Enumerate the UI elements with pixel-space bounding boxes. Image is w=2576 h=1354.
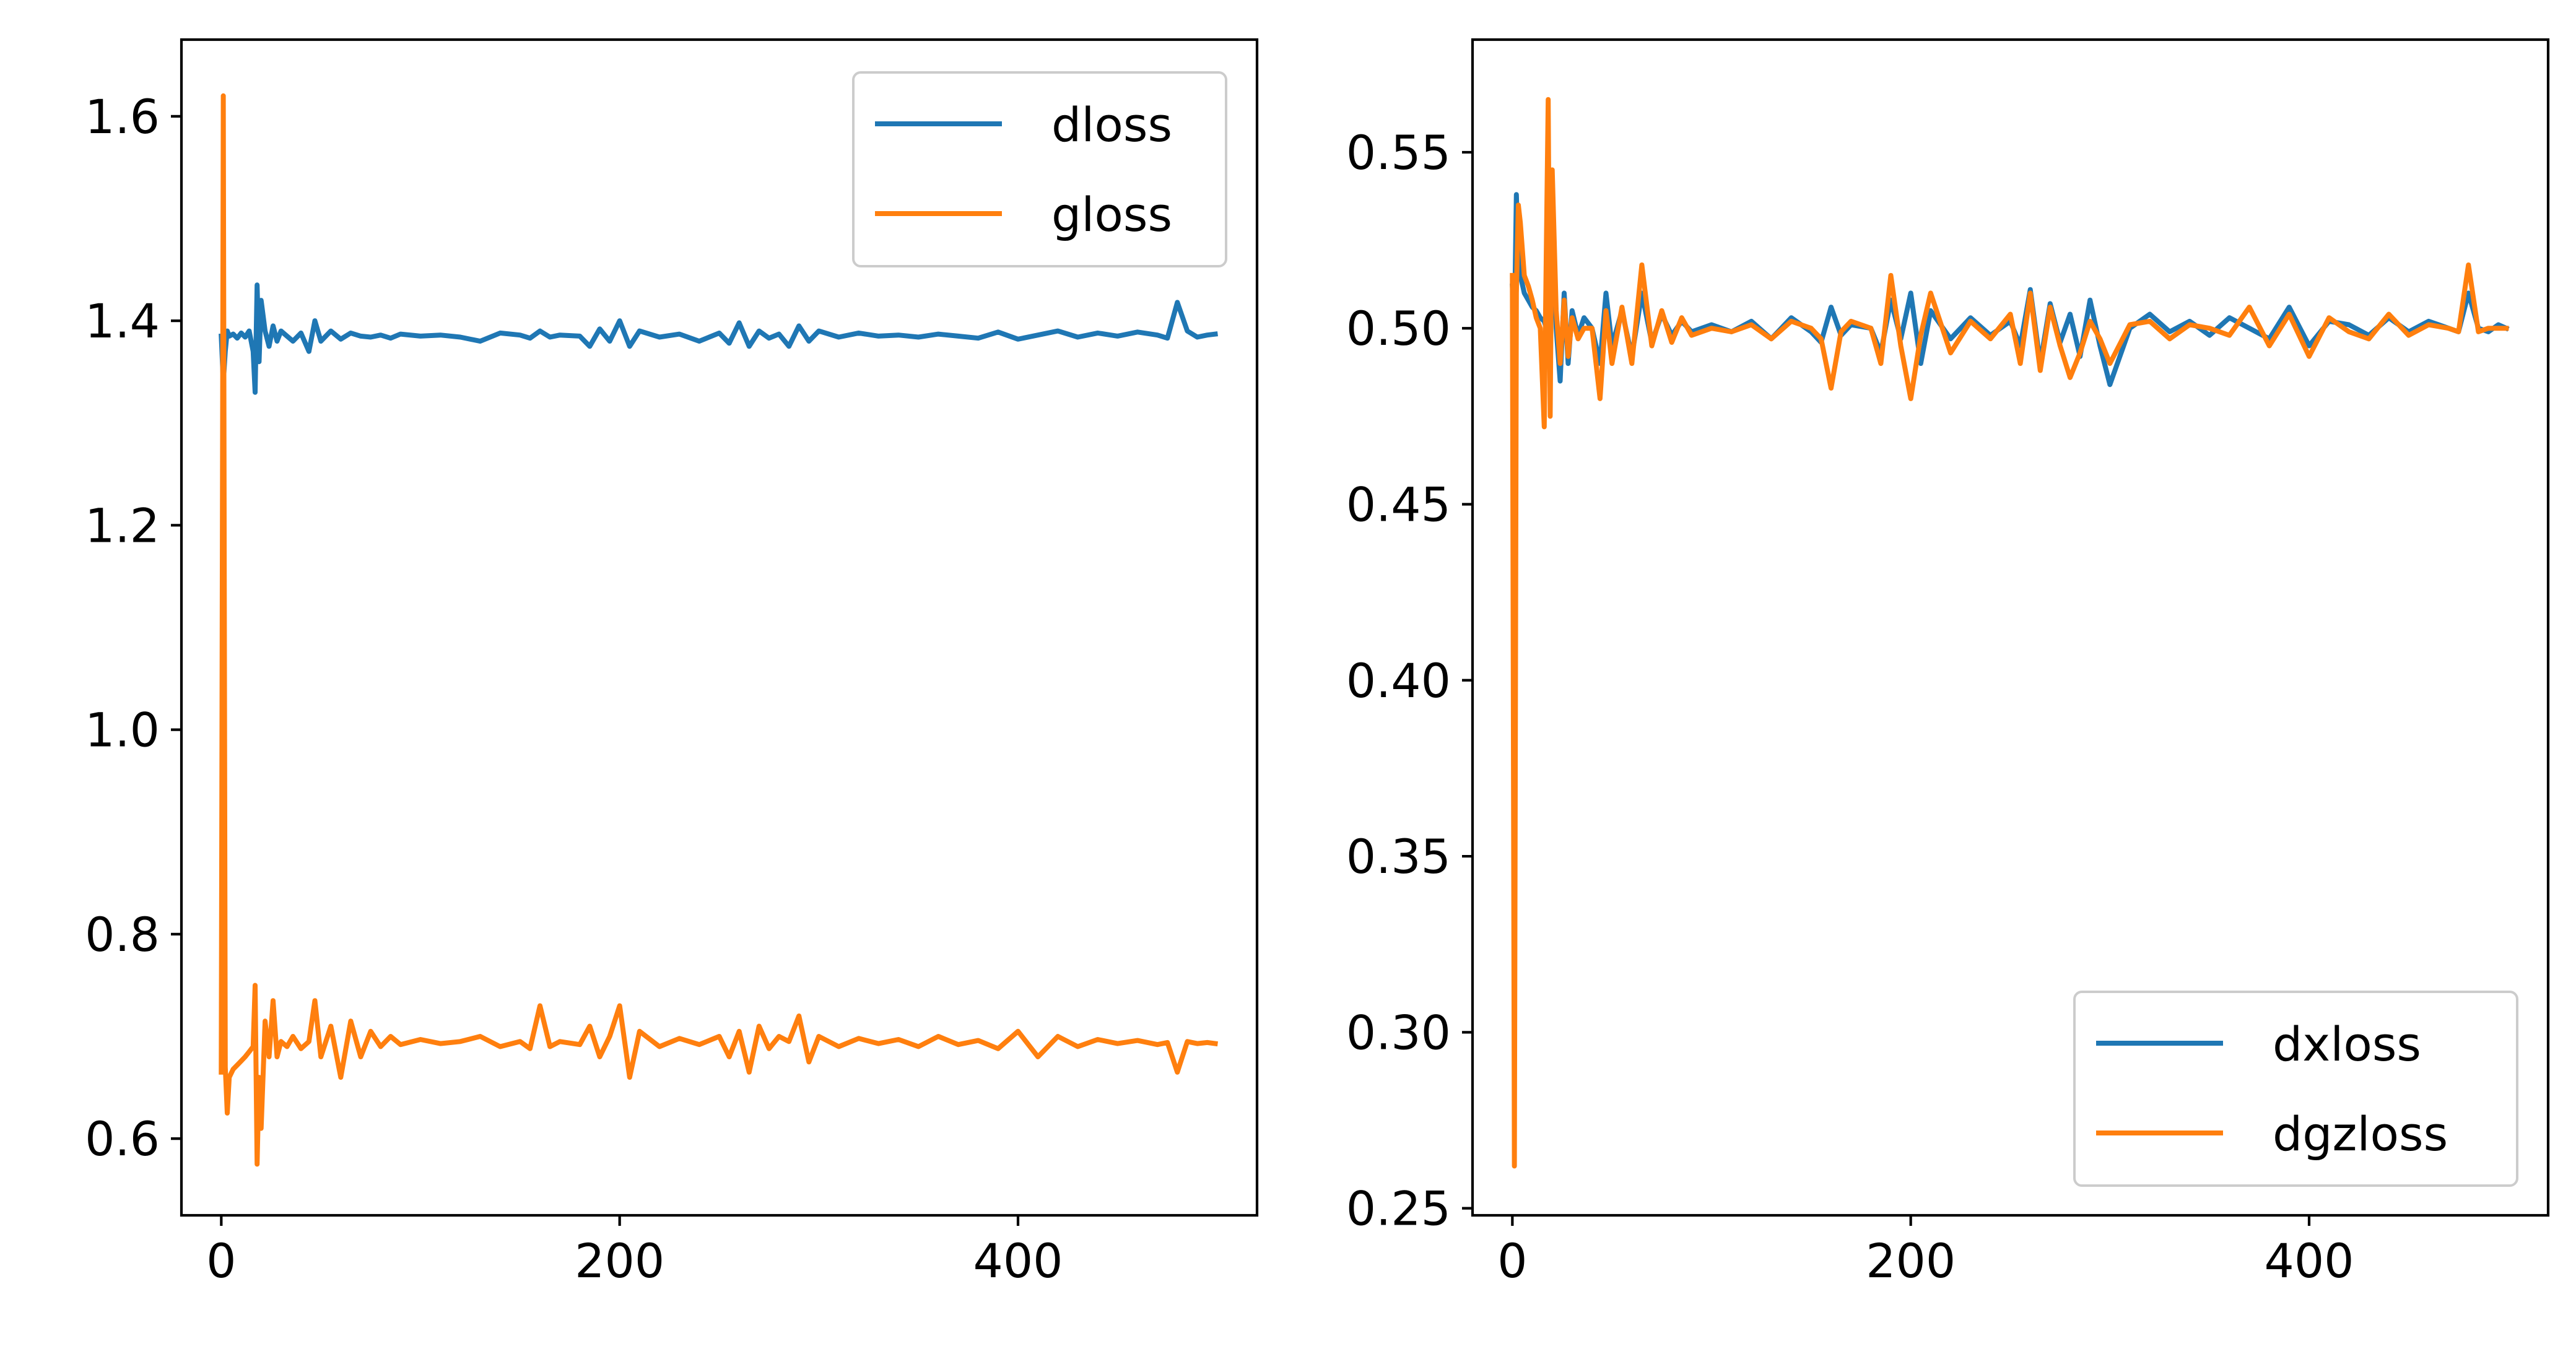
right-chart-dxloss-dgzloss: 0 200 400 0.25 0.30 0.35 0.40 0.45 0.50 0.55 dxlos…: [1346, 38, 2550, 1288]
legend-box: [852, 71, 1227, 267]
legend: dloss gloss: [852, 71, 1227, 267]
series-group: [219, 93, 1218, 1167]
y-tick-label: 1.2: [85, 498, 160, 553]
y-tick-label: 0.35: [1346, 829, 1451, 884]
y-tick-label: 0.8: [85, 907, 160, 962]
y-tick-label: 0.45: [1346, 477, 1451, 532]
x-tick-label: 400: [973, 1233, 1063, 1288]
series-line-gloss: [219, 93, 1218, 1167]
y-tick-label: 0.30: [1346, 1005, 1451, 1060]
legend-box: [2073, 991, 2518, 1187]
y-tick-label: 0.6: [85, 1111, 160, 1166]
y-tick-label: 1.0: [85, 703, 160, 758]
legend-label-dloss: dloss: [1051, 97, 1172, 152]
y-tick-label: 0.50: [1346, 301, 1451, 356]
y-tick-label: 1.4: [85, 293, 160, 349]
y-tick-label: 1.6: [85, 89, 160, 144]
legend-label-dgzloss: dgzloss: [2273, 1106, 2448, 1161]
left-chart-dloss-gloss: 0 200 400 0.6 0.8 1.0 1.2 1.4 1.6 dloss gloss: [85, 38, 1259, 1288]
legend-label-dxloss: dxloss: [2273, 1017, 2421, 1072]
y-tick-label: 0.40: [1346, 653, 1451, 708]
plot-frame: [180, 38, 1259, 1217]
series-line-dloss: [219, 282, 1218, 395]
x-tick-label: 200: [575, 1233, 664, 1288]
legend: dxloss dgzloss: [2073, 991, 2518, 1187]
x-tick-label: 200: [1866, 1233, 1956, 1288]
legend-label-gloss: gloss: [1051, 187, 1172, 242]
x-tick-label: 0: [1497, 1233, 1527, 1288]
plot-frame: [1471, 38, 2550, 1217]
x-tick-label: 400: [2264, 1233, 2354, 1288]
y-tick-label: 0.55: [1346, 125, 1451, 180]
x-tick-label: 0: [206, 1233, 236, 1288]
y-tick-label: 0.25: [1346, 1181, 1451, 1236]
series-group: [1510, 97, 2510, 1169]
series-line-dgzloss: [1510, 97, 2509, 1169]
